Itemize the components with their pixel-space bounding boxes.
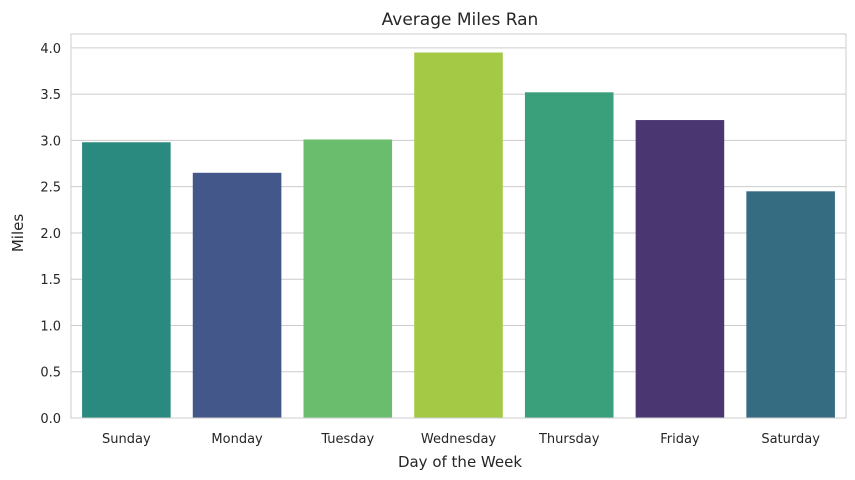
y-tick-label: 2.5 [40, 181, 61, 196]
y-tick-label: 0.0 [40, 412, 61, 427]
bar-thursday [524, 92, 614, 418]
y-tick-label: 1.5 [40, 273, 61, 288]
x-tick-label-saturday: Saturday [761, 432, 820, 447]
chart-title: Average Miles Ran [382, 10, 539, 30]
y-tick-label: 4.0 [40, 42, 61, 57]
y-tick-label: 0.5 [40, 366, 61, 381]
y-tick-label: 3.5 [40, 88, 61, 103]
x-tick-label-friday: Friday [660, 432, 700, 447]
x-tick-label-wednesday: Wednesday [421, 432, 497, 447]
bar-tuesday [303, 139, 393, 418]
bar-friday [635, 120, 725, 418]
x-tick-label-monday: Monday [211, 432, 263, 447]
x-tick-label-tuesday: Tuesday [320, 432, 374, 447]
bar-saturday [746, 191, 835, 418]
y-tick-label: 3.0 [40, 134, 61, 149]
y-tick-label: 1.0 [40, 319, 61, 334]
bar-sunday [82, 142, 171, 418]
y-tick-label: 2.0 [40, 227, 61, 242]
plot-frame [70, 33, 847, 419]
y-axis-label: Miles [9, 214, 27, 253]
y-axis-ticks: 0.0 0.5 1.0 1.5 2.0 2.5 3.0 3.5 4.0 [40, 42, 61, 427]
bar-monday [192, 172, 282, 418]
x-axis-label: Day of the Week [398, 453, 522, 471]
x-tick-label-sunday: Sunday [102, 432, 151, 447]
bar-wednesday [414, 52, 503, 419]
x-tick-label-thursday: Thursday [538, 432, 600, 447]
x-axis-ticks: Sunday Monday Tuesday Wednesday Thursday Frid… [102, 432, 820, 447]
bar-series [82, 52, 835, 419]
